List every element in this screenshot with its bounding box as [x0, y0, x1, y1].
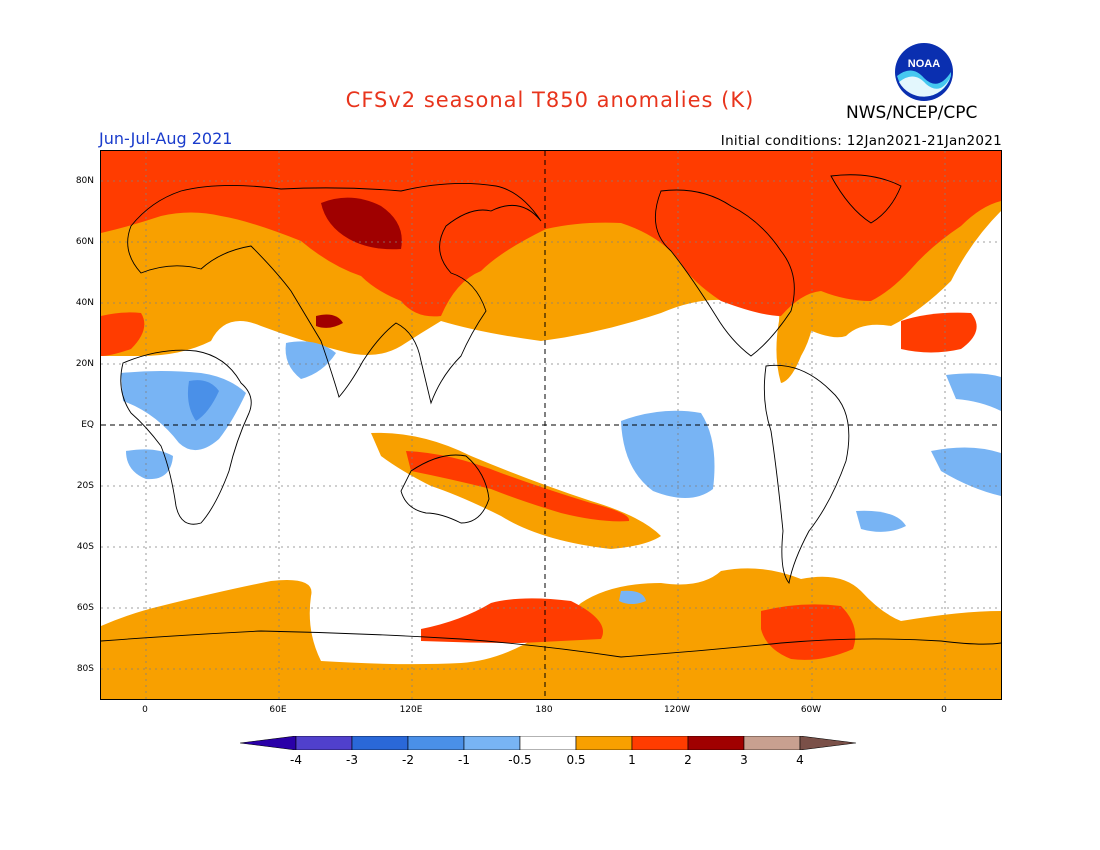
lat-label-60s: 60S [76, 603, 94, 613]
lat-label-80n: 80N [75, 176, 94, 186]
colorbar-segment [799, 736, 857, 750]
colorbar-segment [631, 736, 689, 750]
colorbar-label: -4 [290, 753, 302, 767]
colorbar-segment [240, 736, 297, 750]
colorbar-label: 4 [796, 753, 804, 767]
lon-label-0-east: 0 [941, 705, 947, 715]
lon-label-120e: 120E [399, 705, 423, 715]
initial-conditions-label: Initial conditions: 12Jan2021-21Jan2021 [720, 133, 1002, 149]
season-label: Jun-Jul-Aug 2021 [99, 129, 233, 148]
lon-label-60w: 60W [800, 705, 822, 715]
map-title: CFSv2 seasonal T850 anomalies (K) [345, 88, 755, 112]
lat-label-20n: 20N [75, 359, 94, 369]
colorbar-segment [407, 736, 465, 750]
equator-and-dateline [101, 151, 1001, 699]
colorbar-label: -3 [346, 753, 358, 767]
lon-label-180: 180 [535, 705, 553, 715]
lon-label-120w: 120W [663, 705, 691, 715]
anomaly-map [100, 150, 1002, 700]
anomaly-fill-red [101, 151, 1001, 660]
colorbar-label: -1 [458, 753, 470, 767]
colorbar-label: -0.5 [508, 753, 532, 767]
colorbar-label: -2 [402, 753, 414, 767]
colorbar-segment [351, 736, 409, 750]
colorbar-segment [295, 736, 353, 750]
colorbar-segment [463, 736, 521, 750]
noaa-logo: NOAA [895, 43, 953, 101]
graticule [101, 151, 1001, 699]
lat-label-eq: EQ [81, 420, 94, 430]
lat-label-80s: 80S [76, 664, 94, 674]
colorbar-label: 2 [684, 753, 692, 767]
colorbar-label: 3 [740, 753, 748, 767]
lat-label-60n: 60N [75, 237, 94, 247]
noaa-logo-text: NOAA [908, 58, 940, 70]
colorbar-label: 0.5 [566, 753, 586, 767]
lat-label-40s: 40S [76, 542, 94, 552]
anomaly-fill-darkred [316, 197, 402, 328]
anomaly-fill-blue [187, 380, 219, 421]
anomaly-fill-lightblue [121, 341, 1001, 604]
colorbar-segment [743, 736, 801, 750]
lon-label-0-west: 0 [142, 705, 148, 715]
lon-label-60e: 60E [269, 705, 287, 715]
colorbar-segment [575, 736, 633, 750]
lat-label-40n: 40N [75, 298, 94, 308]
coastlines [101, 174, 1001, 658]
colorbar-label: 1 [628, 753, 636, 767]
lat-label-20s: 20S [76, 481, 94, 491]
colorbar-segment [519, 736, 577, 750]
colorbar [240, 736, 857, 750]
colorbar-segment [687, 736, 745, 750]
agency-label: NWS/NCEP/CPC [846, 103, 978, 123]
